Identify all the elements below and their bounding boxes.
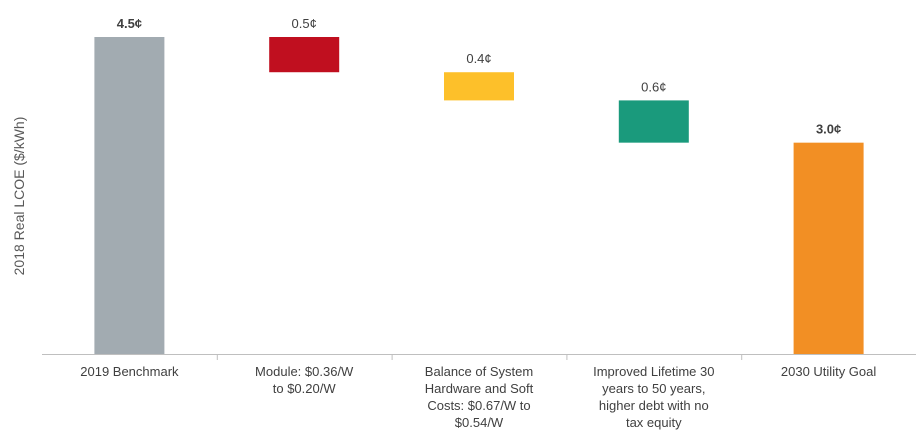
bar-3 bbox=[444, 72, 514, 101]
bar-2 bbox=[269, 37, 340, 73]
data-label-4: 0.6¢ bbox=[641, 79, 666, 94]
x-tick-label-5: 2030 Utility Goal bbox=[781, 364, 876, 379]
bar-4 bbox=[618, 100, 689, 143]
x-tick-label-line: higher debt with no bbox=[599, 398, 709, 413]
x-tick-label-line: Improved Lifetime 30 bbox=[593, 364, 714, 379]
x-tick-label-line: 2030 Utility Goal bbox=[781, 364, 876, 379]
x-tick-label-line: Costs: $0.67/W to bbox=[427, 398, 530, 413]
x-tick-label-line: Balance of System bbox=[425, 364, 533, 379]
x-tick-label-3: Balance of System Hardware and Soft Costs:… bbox=[425, 364, 534, 430]
x-tick-label-line: to $0.20/W bbox=[273, 381, 337, 396]
x-tick-label-line: 2019 Benchmark bbox=[80, 364, 179, 379]
x-tick-label-line: years to 50 years, bbox=[602, 381, 705, 396]
x-tick-label-line: Hardware and Soft bbox=[425, 381, 534, 396]
x-tick-label-2: Module: $0.36/W to $0.20/W bbox=[255, 364, 354, 396]
x-tick-label-line: Module: $0.36/W bbox=[255, 364, 354, 379]
x-tick-label-line: tax equity bbox=[626, 415, 682, 430]
bar-1 bbox=[94, 37, 165, 354]
data-label-2: 0.5¢ bbox=[292, 16, 317, 31]
data-label-1: 4.5¢ bbox=[117, 16, 142, 31]
x-tick-label-line: $0.54/W bbox=[455, 415, 504, 430]
data-label-5: 3.0¢ bbox=[816, 122, 841, 137]
y-axis-label: 2018 Real LCOE ($/kWh) bbox=[11, 116, 27, 276]
x-tick-label-4: Improved Lifetime 30 years to 50 years, hi… bbox=[593, 364, 714, 430]
x-tick-label-1: 2019 Benchmark bbox=[80, 364, 179, 379]
bar-5 bbox=[793, 142, 864, 354]
data-label-3: 0.4¢ bbox=[466, 51, 491, 66]
